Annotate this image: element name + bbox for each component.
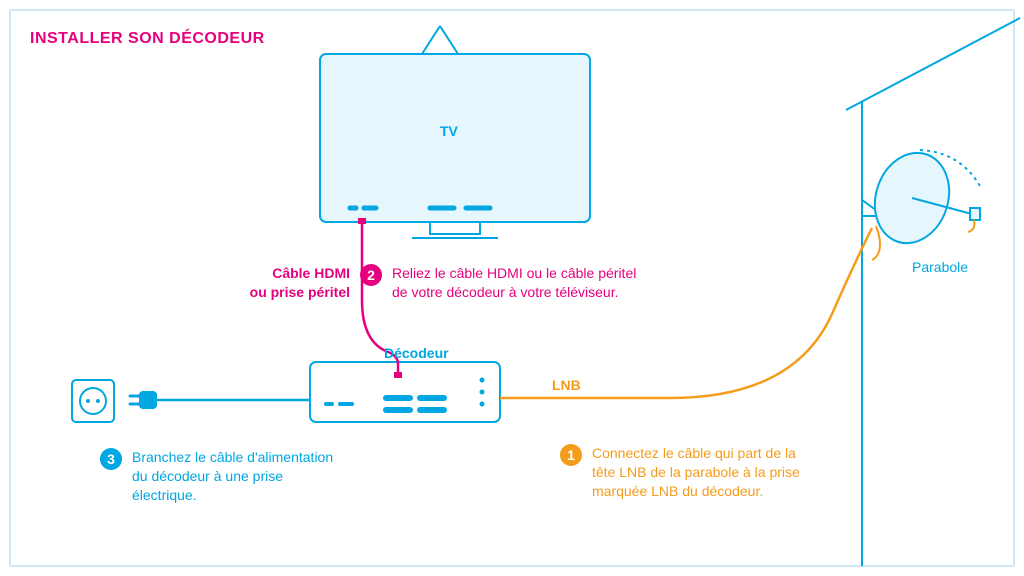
diagram-canvas: INSTALLER SON DÉCODEUR <box>0 0 1024 576</box>
roof-icon <box>846 18 1020 566</box>
step-1-text: Connectez le câble qui part de la tête L… <box>592 444 800 501</box>
step-2-badge: 2 <box>360 264 382 286</box>
hdmi-label: Câble HDMI ou prise péritel <box>210 264 350 302</box>
lnb-label: LNB <box>552 376 581 395</box>
lnb-head-cable <box>872 226 880 260</box>
step-3-badge: 3 <box>100 448 122 470</box>
hdmi-end-decoder <box>394 372 402 378</box>
step-3: 3 Branchez le câble d'alimentation du dé… <box>100 448 340 505</box>
step-2: 2 Reliez le câble HDMI ou le câble périt… <box>360 264 640 302</box>
lnb-cable <box>500 228 872 398</box>
decoder-icon <box>310 362 500 422</box>
tv-label: TV <box>440 122 458 141</box>
hdmi-end-tv <box>358 218 366 224</box>
lnb-tip-cable <box>968 220 974 232</box>
step-1: 1 Connectez le câble qui part de la tête… <box>560 444 800 501</box>
plug-icon <box>130 392 156 408</box>
dish-label: Parabole <box>912 258 968 277</box>
step-2-text: Reliez le câble HDMI ou le câble péritel… <box>392 264 640 302</box>
outlet-icon <box>72 380 114 422</box>
step-1-badge: 1 <box>560 444 582 466</box>
step-3-text: Branchez le câble d'alimentation du déco… <box>132 448 340 505</box>
decoder-label: Décodeur <box>384 344 449 363</box>
